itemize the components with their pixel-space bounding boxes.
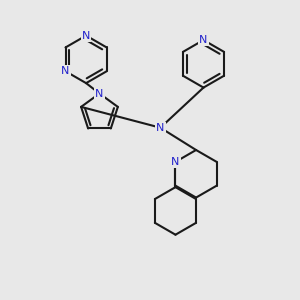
Text: N: N	[61, 66, 70, 76]
Text: N: N	[82, 31, 90, 40]
Text: N: N	[199, 35, 208, 45]
Text: N: N	[171, 157, 180, 167]
Text: N: N	[95, 88, 104, 98]
Text: N: N	[156, 123, 165, 133]
